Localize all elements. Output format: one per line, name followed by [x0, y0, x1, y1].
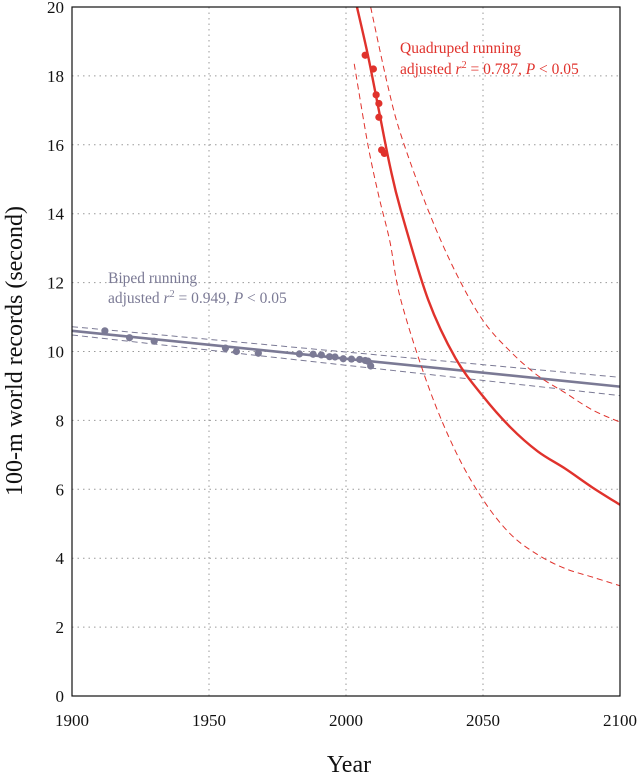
biped-data-point — [232, 347, 240, 356]
quadruped-stat-prefix: adjusted — [400, 61, 456, 78]
biped-data-point — [150, 337, 158, 345]
quadruped-stat-line: adjusted r2 = 0.787, P < 0.05 — [400, 60, 579, 78]
x-tick-label: 2100 — [603, 711, 637, 730]
y-axis-title: 100-m world records (second) — [2, 206, 28, 496]
plot-frame — [71, 6, 621, 697]
biped-stat-value: = 0.949, — [175, 290, 234, 307]
y-tick-label: 2 — [56, 618, 65, 637]
quadruped-ci-upper — [370, 7, 620, 423]
biped-stat-prefix: adjusted — [108, 290, 164, 307]
y-tick-label: 16 — [47, 136, 64, 155]
biped-series-label: Biped running — [108, 270, 197, 287]
biped-stat-p: P — [233, 290, 244, 307]
biped-stat-threshold: < 0.05 — [243, 290, 287, 307]
quadruped-data-point — [375, 113, 383, 121]
quadruped-ci-lower — [353, 63, 620, 587]
tick-labels: 1900 1950 2000 2050 2100 0 2 4 6 8 10 12 14 16 18 20 — [47, 0, 637, 730]
x-axis-title: Year — [327, 752, 371, 777]
quadruped-data-point — [361, 51, 369, 59]
biped-data-point — [367, 362, 375, 370]
y-tick-label: 6 — [56, 480, 65, 499]
biped-data-point — [295, 350, 304, 358]
y-tick-label: 14 — [47, 205, 65, 224]
quadruped-stat-r: r — [456, 61, 463, 78]
quadruped-stat-value: = 0.787, — [467, 61, 526, 78]
quadruped-stat-exp: 2 — [462, 60, 467, 71]
biped-stat-r: r — [164, 290, 171, 307]
biped-data-point — [325, 353, 334, 361]
quadruped-data-point — [380, 149, 388, 158]
quadruped-data-point — [369, 65, 377, 73]
quadruped-series-label: Quadruped running — [400, 40, 521, 57]
biped-data-point — [331, 353, 339, 361]
biped-data-point — [347, 355, 356, 363]
x-tick-label: 1900 — [55, 711, 89, 730]
quadruped-stat-threshold: < 0.05 — [535, 61, 579, 78]
quadruped-data-point — [372, 91, 380, 99]
y-tick-label: 8 — [56, 411, 65, 430]
biped-data-point — [309, 350, 317, 358]
biped-stat-line: adjusted r2 = 0.949, P < 0.05 — [108, 289, 287, 307]
biped-data-point — [101, 327, 109, 335]
quadruped-data-point — [375, 99, 383, 108]
y-tick-label: 20 — [47, 0, 64, 17]
quadruped-stat-p: P — [525, 61, 536, 78]
plot-background — [72, 7, 620, 696]
y-tick-label: 4 — [56, 549, 65, 568]
y-tick-label: 12 — [47, 274, 64, 293]
x-tick-label: 1950 — [192, 711, 226, 730]
biped-data-point — [125, 334, 134, 342]
quadruped-fit-line — [355, 7, 620, 506]
biped-stat-exp: 2 — [170, 289, 175, 300]
biped-ci-upper — [72, 326, 620, 378]
biped-data-point — [317, 351, 325, 359]
x-tick-label: 2050 — [466, 711, 500, 730]
x-tick-label: 2000 — [329, 711, 363, 730]
y-tick-label: 18 — [47, 67, 64, 86]
biped-data-point — [356, 355, 364, 364]
biped-data-point — [339, 355, 347, 363]
y-tick-label: 0 — [56, 687, 65, 706]
series-layer — [72, 7, 620, 587]
biped-ci-lower — [72, 334, 620, 397]
biped-data-point — [221, 344, 230, 352]
grid-lines — [72, 7, 620, 696]
biped-data-point — [254, 349, 262, 357]
y-tick-label: 10 — [47, 343, 64, 362]
